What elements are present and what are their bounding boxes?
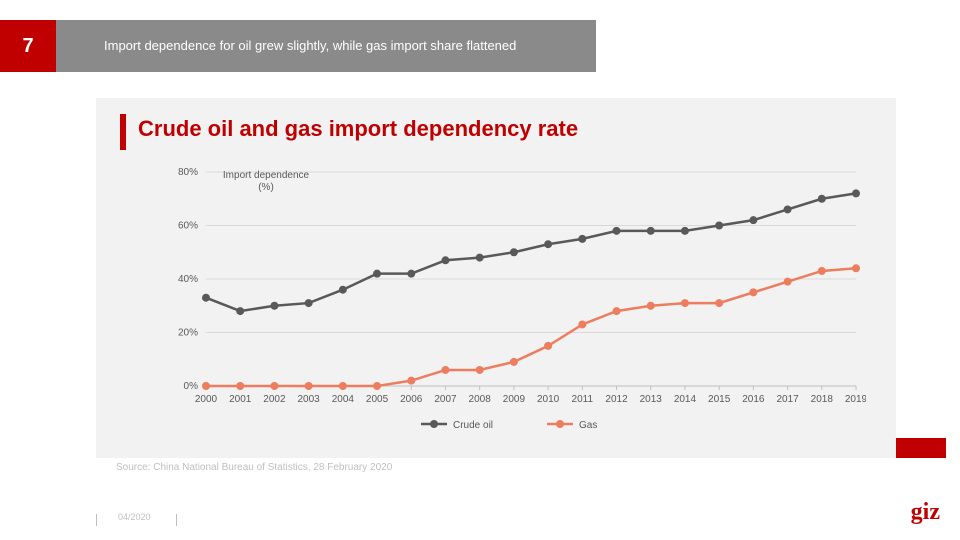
data-marker	[373, 270, 381, 278]
footer-divider	[176, 514, 177, 526]
legend-label: Gas	[579, 420, 597, 431]
data-marker	[613, 307, 621, 315]
chart-title-accent-bar	[120, 114, 126, 150]
data-marker	[202, 294, 210, 302]
data-marker	[407, 270, 415, 278]
slide-number-box: 7	[0, 20, 56, 72]
x-tick-label: 2004	[332, 394, 355, 405]
data-marker	[510, 358, 518, 366]
x-tick-label: 2019	[845, 394, 866, 405]
giz-logo: giz	[911, 499, 940, 526]
y-tick-label: 60%	[178, 221, 198, 232]
data-marker	[681, 299, 689, 307]
slide-number: 7	[22, 35, 33, 58]
x-tick-label: 2015	[708, 394, 731, 405]
x-tick-label: 2013	[640, 394, 663, 405]
x-tick-label: 2018	[811, 394, 834, 405]
x-tick-label: 2011	[572, 394, 594, 405]
data-marker	[305, 382, 313, 390]
data-marker	[544, 240, 552, 248]
chart-area: 0% 20% 40% 60% 80% 2000 2001 2002 2003 2004 2005 20…	[156, 162, 866, 442]
y-tick-label: 0%	[184, 381, 199, 392]
x-tick-label: 2012	[605, 394, 628, 405]
series-line	[206, 193, 856, 311]
series-line	[206, 268, 856, 386]
data-marker	[270, 382, 278, 390]
x-tick-label: 2016	[742, 394, 765, 405]
data-marker	[236, 382, 244, 390]
y-axis-label-2: (%)	[258, 182, 274, 193]
y-tick-label: 40%	[178, 274, 198, 285]
data-marker	[852, 264, 860, 272]
legend-label: Crude oil	[453, 420, 493, 431]
data-marker	[270, 302, 278, 310]
data-marker	[647, 227, 655, 235]
data-marker	[476, 254, 484, 262]
y-tick-label: 80%	[178, 167, 198, 178]
data-marker	[305, 299, 313, 307]
footer-divider	[96, 514, 97, 526]
data-marker	[578, 320, 586, 328]
data-marker	[373, 382, 381, 390]
chart-panel: Crude oil and gas import dependency rate…	[96, 98, 896, 458]
footer-date: 04/2020	[118, 512, 151, 522]
data-marker	[852, 189, 860, 197]
header-text: Import dependence for oil grew slightly,…	[104, 37, 516, 55]
data-marker	[818, 195, 826, 203]
x-tick-label: 2009	[503, 394, 526, 405]
decorative-red-corner	[896, 438, 946, 458]
x-tick-label: 2006	[400, 394, 423, 405]
x-tick-label: 2002	[263, 394, 286, 405]
y-axis-label-1: Import dependence	[223, 170, 310, 181]
data-marker	[681, 227, 689, 235]
x-tick-label: 2017	[776, 394, 799, 405]
data-marker	[407, 377, 415, 385]
data-marker	[339, 382, 347, 390]
x-tick-label: 2010	[537, 394, 560, 405]
source-note: Source: China National Bureau of Statist…	[116, 462, 392, 473]
data-marker	[613, 227, 621, 235]
data-marker	[715, 222, 723, 230]
chart-title: Crude oil and gas import dependency rate	[138, 116, 578, 142]
data-marker	[715, 299, 723, 307]
x-tick-label: 2008	[469, 394, 492, 405]
data-marker	[749, 288, 757, 296]
data-marker	[441, 256, 449, 264]
x-tick-label: 2014	[674, 394, 697, 405]
data-marker	[749, 216, 757, 224]
x-tick-label: 2007	[434, 394, 457, 405]
header-banner: Import dependence for oil grew slightly,…	[56, 20, 596, 72]
x-tick-label: 2003	[298, 394, 321, 405]
data-marker	[818, 267, 826, 275]
chart-svg: 0% 20% 40% 60% 80% 2000 2001 2002 2003 2004 2005 20…	[156, 162, 866, 442]
x-tick-label: 2000	[195, 394, 218, 405]
x-tick-label: 2001	[229, 394, 252, 405]
data-marker	[544, 342, 552, 350]
data-marker	[441, 366, 449, 374]
data-marker	[784, 278, 792, 286]
data-marker	[510, 248, 518, 256]
data-marker	[339, 286, 347, 294]
y-tick-label: 20%	[178, 328, 198, 339]
data-marker	[202, 382, 210, 390]
data-marker	[784, 205, 792, 213]
legend-marker	[556, 420, 564, 428]
legend-marker	[430, 420, 438, 428]
data-marker	[476, 366, 484, 374]
data-marker	[236, 307, 244, 315]
data-marker	[647, 302, 655, 310]
x-tick-label: 2005	[366, 394, 389, 405]
data-marker	[578, 235, 586, 243]
